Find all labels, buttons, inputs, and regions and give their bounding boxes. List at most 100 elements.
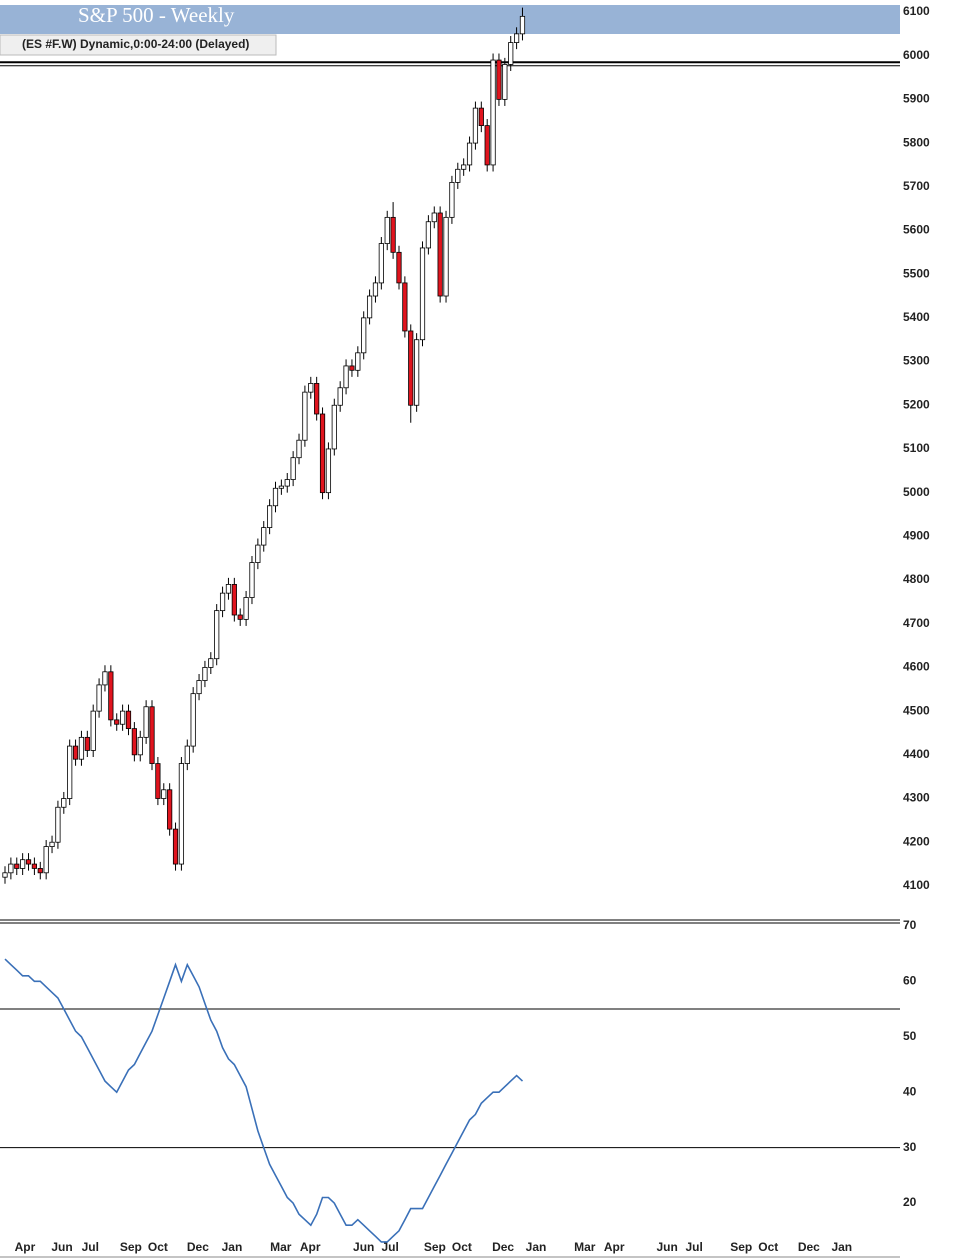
candle-body	[390, 216, 396, 253]
candle-body	[231, 584, 237, 616]
candle-body	[302, 391, 308, 441]
candle-body	[519, 15, 526, 35]
candle-body	[314, 383, 320, 415]
y-tick-label: 5700	[903, 179, 930, 193]
candle-body	[172, 828, 179, 865]
candle-body	[472, 107, 479, 144]
candle-body	[319, 413, 326, 494]
candle-body	[437, 212, 443, 297]
y-tick-label: 5500	[903, 266, 930, 280]
candle-body	[196, 680, 202, 695]
candle-body	[296, 439, 302, 459]
y-tick-label: 5400	[903, 310, 930, 324]
candle-body	[190, 693, 196, 747]
y-tick-label: 5000	[903, 485, 930, 499]
candle-body	[2, 872, 8, 878]
candle-body	[31, 863, 38, 869]
candle-body	[267, 505, 273, 529]
candle-body	[214, 610, 220, 660]
y-tick-label: 4700	[903, 616, 930, 630]
candle-body	[478, 107, 484, 127]
x-tick-label: Jan	[831, 1240, 852, 1254]
header-band	[0, 5, 900, 34]
x-tick-label: Jun	[353, 1240, 374, 1254]
candle-body	[402, 282, 408, 332]
y-tick-label: 5200	[903, 397, 930, 411]
chart-subtitle: (ES #F.W) Dynamic,0:00-24:00 (Delayed)	[22, 37, 249, 51]
y-tick-label: 6100	[903, 4, 930, 18]
candle-body	[355, 352, 361, 371]
candle-body	[325, 448, 332, 494]
candle-body	[25, 859, 32, 865]
x-tick-label: Dec	[492, 1240, 514, 1254]
candle-body	[149, 706, 155, 764]
x-tick-label: Jul	[686, 1240, 703, 1254]
y-tick-label: 4200	[903, 834, 930, 848]
candle-body	[178, 763, 185, 865]
y-tick-label: 5600	[903, 223, 930, 237]
candle-body	[155, 763, 161, 799]
y-tick-label: 5900	[903, 92, 930, 106]
candle-body	[484, 125, 490, 166]
candle-body	[120, 710, 126, 725]
y-tick-label: 70	[903, 918, 917, 932]
x-tick-label: Oct	[148, 1240, 168, 1254]
candle-body	[161, 789, 167, 799]
candle-body	[90, 710, 96, 751]
x-tick-label: Sep	[730, 1240, 752, 1254]
candle-body	[96, 684, 102, 712]
candle-body	[414, 339, 420, 406]
candle-body	[408, 330, 414, 406]
x-tick-label: Dec	[187, 1240, 209, 1254]
x-tick-label: Dec	[798, 1240, 820, 1254]
candle-body	[219, 592, 226, 612]
candle-body	[361, 317, 367, 354]
candle-body	[461, 164, 467, 170]
candle-body	[343, 365, 349, 389]
candle-body	[55, 806, 61, 843]
oscillator-line	[4, 958, 524, 1243]
y-tick-label: 40	[903, 1084, 917, 1098]
candle-body	[125, 710, 132, 730]
candle-body	[378, 243, 384, 284]
y-tick-label: 6000	[903, 48, 930, 62]
candle-body	[243, 597, 249, 620]
y-tick-label: 5800	[903, 135, 930, 149]
candle-body	[425, 221, 431, 249]
candle-body	[208, 658, 214, 668]
candle-body	[202, 667, 208, 681]
candle-body	[225, 584, 232, 594]
x-tick-label: Jul	[381, 1240, 398, 1254]
x-tick-label: Oct	[758, 1240, 778, 1254]
candle-body	[449, 182, 455, 218]
candle-body	[14, 863, 20, 869]
candle-body	[261, 527, 267, 546]
candle-body	[143, 706, 149, 738]
candle-body	[490, 59, 496, 166]
candle-body	[184, 745, 190, 764]
x-tick-label: Jun	[656, 1240, 677, 1254]
y-tick-label: 4500	[903, 703, 930, 717]
candle-body	[431, 212, 437, 223]
candle-body	[61, 798, 67, 808]
candle-body	[496, 59, 502, 100]
x-tick-label: Jan	[222, 1240, 243, 1254]
candle-body	[272, 487, 279, 507]
candle-body	[114, 719, 120, 725]
x-tick-label: Oct	[452, 1240, 472, 1254]
x-tick-label: Mar	[270, 1240, 292, 1254]
candle-body	[502, 64, 508, 100]
y-tick-label: 5100	[903, 441, 930, 455]
x-tick-label: Jun	[51, 1240, 72, 1254]
x-tick-label: Apr	[604, 1240, 625, 1254]
candle-body	[337, 387, 343, 406]
x-tick-label: Apr	[300, 1240, 321, 1254]
candle-body	[102, 671, 108, 686]
candle-body	[43, 846, 49, 874]
candle-body	[466, 142, 473, 166]
candle-body	[255, 544, 261, 563]
candle-body	[419, 247, 426, 341]
candle-body	[72, 745, 79, 760]
candle-body	[137, 736, 143, 756]
